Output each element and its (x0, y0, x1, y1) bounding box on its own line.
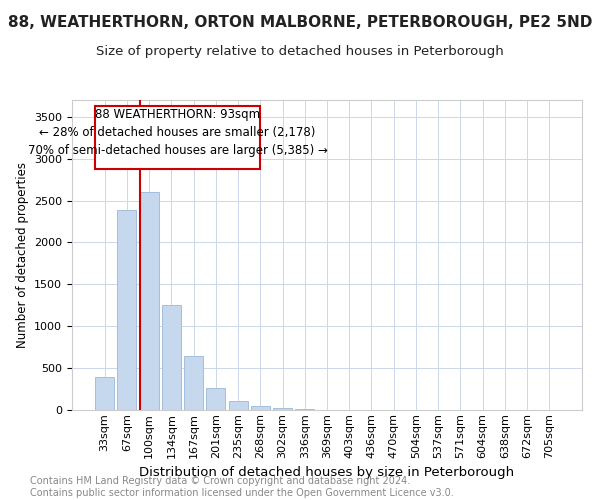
Bar (229, 401, 248, 410)
Bar (295, 409, 314, 410)
Bar (273, 408, 292, 410)
Bar (206, 388, 225, 410)
Y-axis label: Number of detached properties: Number of detached properties (16, 162, 29, 348)
Text: Size of property relative to detached houses in Peterborough: Size of property relative to detached ho… (96, 45, 504, 58)
Text: 88 WEATHERTHORN: 93sqm
← 28% of detached houses are smaller (2,178)
70% of semi-: 88 WEATHERTHORN: 93sqm ← 28% of detached… (28, 108, 328, 158)
Bar (184, 356, 203, 410)
Text: Contains HM Land Registry data © Crown copyright and database right 2024.
Contai: Contains HM Land Registry data © Crown c… (30, 476, 454, 498)
Bar (251, 406, 270, 410)
Text: 88, WEATHERTHORN, ORTON MALBORNE, PETERBOROUGH, PE2 5ND: 88, WEATHERTHORN, ORTON MALBORNE, PETERB… (8, 15, 592, 30)
Bar (162, 306, 181, 410)
Bar (95, 106, 260, 168)
Bar (95, 378, 114, 410)
Bar (118, 210, 136, 410)
Bar (140, 192, 158, 410)
X-axis label: Distribution of detached houses by size in Peterborough: Distribution of detached houses by size … (139, 466, 515, 479)
